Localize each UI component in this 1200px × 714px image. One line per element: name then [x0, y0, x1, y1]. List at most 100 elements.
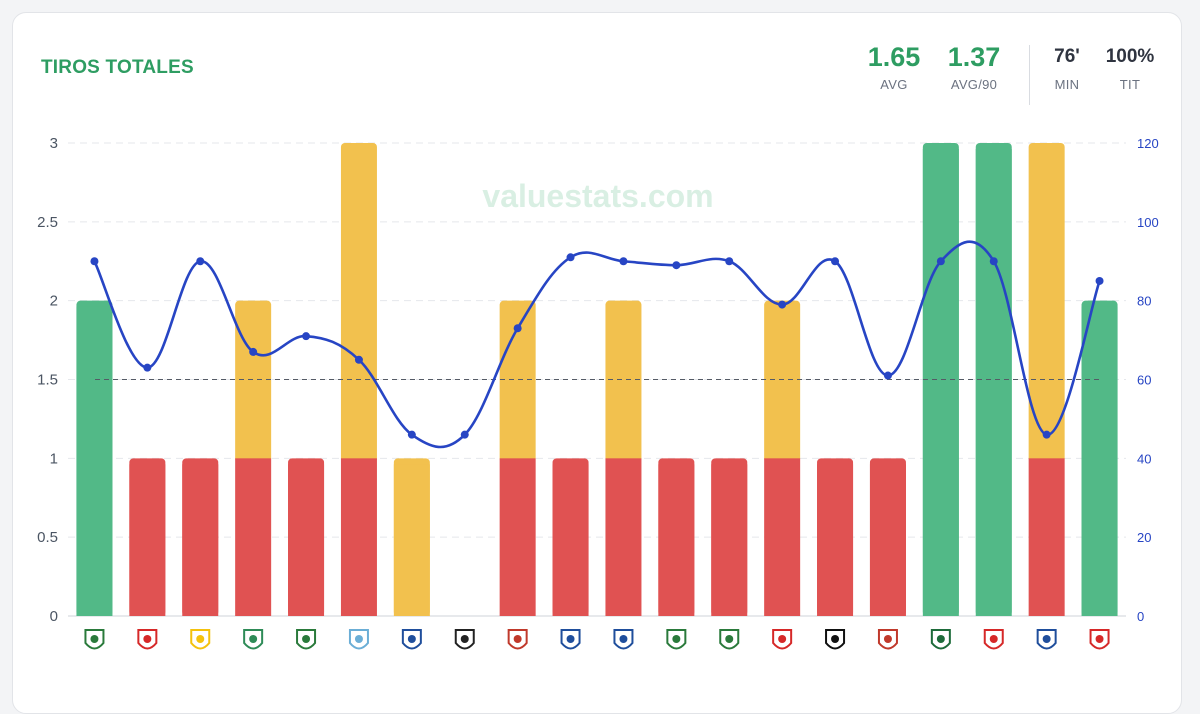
crest-mark: [249, 635, 258, 643]
y2-tick-label: 20: [1137, 530, 1151, 545]
y-tick-label: 1: [50, 450, 58, 467]
bar-segment-fill: [552, 464, 589, 616]
bar-segment-fill: [658, 464, 695, 616]
bar: [393, 458, 430, 616]
team-crest-icon: [772, 629, 793, 650]
stat-tit: 100% TIT: [1085, 41, 1175, 92]
line-point: [725, 257, 734, 266]
bar-segment-base: [1028, 458, 1065, 616]
line-point: [407, 430, 416, 439]
line-point: [302, 332, 311, 341]
y-tick-label: 0.5: [37, 529, 58, 546]
y2-tick-label: 100: [1137, 215, 1159, 230]
bar: [658, 458, 695, 616]
line-point: [883, 371, 892, 380]
y-tick-label: 0: [50, 608, 58, 625]
team-crest-icon: [613, 629, 634, 650]
bar: [922, 143, 959, 616]
bar-segment-base: [235, 458, 272, 616]
bar: [817, 458, 854, 616]
bar-segment-fill: [1081, 306, 1118, 616]
line-point: [249, 347, 258, 356]
bar-segment-fill: [393, 464, 430, 616]
line-point: [1095, 276, 1104, 285]
team-crest-icon: [1036, 629, 1057, 650]
stat-avg: 1.65 AVG: [849, 41, 939, 92]
stat-avg-label: AVG: [880, 77, 908, 92]
stat-avg90: 1.37 AVG/90: [929, 41, 1019, 92]
crest-mark: [566, 635, 575, 643]
team-crest-icon: [348, 629, 369, 650]
right-axis: 0 20 40 60 80 100 120: [1137, 136, 1159, 624]
team-crest-icon: [983, 629, 1004, 650]
bar-segment-top: [764, 300, 801, 463]
team-crest-icon: [401, 629, 422, 650]
line-point: [672, 261, 681, 270]
crest-mark: [196, 635, 205, 643]
bar: [288, 458, 325, 616]
bar-segment-fill: [711, 464, 748, 616]
bar: [182, 458, 219, 616]
bar: [605, 300, 642, 616]
y-tick-label: 3: [50, 135, 58, 152]
crest-mark: [407, 635, 416, 643]
line-point: [513, 324, 522, 333]
bar-segment-fill: [76, 306, 113, 616]
crest-mark: [989, 635, 998, 643]
bar: [1081, 300, 1118, 616]
bar: [552, 458, 589, 616]
crest-mark: [460, 635, 469, 643]
y-tick-label: 2.5: [37, 214, 58, 231]
y2-tick-label: 60: [1137, 373, 1151, 388]
line-point: [90, 257, 99, 266]
bar-segment-top: [340, 143, 377, 463]
bar-segment-fill: [869, 464, 906, 616]
stat-min-label: MIN: [1054, 77, 1080, 92]
stat-min: 76' MIN: [1022, 41, 1112, 92]
line-point: [354, 355, 363, 364]
crest-mark: [513, 635, 522, 643]
team-crest-icon: [930, 629, 951, 650]
bar: [340, 143, 377, 616]
bar: [129, 458, 166, 616]
left-axis: 0 0.5 1 1.5 2 2.5 3: [37, 135, 58, 625]
bar-segment-fill: [817, 464, 854, 616]
line-series: [90, 240, 1104, 449]
bar-line-chart: valuestats.com 0 0.5 1 1.5 2 2.5 3 0 20 40 60 80 10…: [37, 135, 1159, 650]
bar-segment-fill: [975, 149, 1012, 616]
y2-tick-label: 40: [1137, 451, 1151, 466]
bar: [869, 458, 906, 616]
team-crest-icon: [825, 629, 846, 650]
y-tick-label: 1.5: [37, 372, 58, 389]
line-path: [93, 240, 1101, 449]
crest-mark: [1042, 635, 1051, 643]
crest-mark: [883, 635, 892, 643]
team-crest-icon: [454, 629, 475, 650]
bar-segment-top: [605, 300, 642, 463]
bar-segment-base: [764, 458, 801, 616]
y-tick-label: 2: [50, 293, 58, 310]
crest-mark: [725, 635, 734, 643]
stats-panel: 1.65 AVG 1.37 AVG/90 76' MIN 100% TIT: [13, 41, 1181, 111]
line-point: [566, 253, 575, 262]
stat-avg90-label: AVG/90: [950, 77, 998, 92]
stats-divider: [1029, 45, 1030, 105]
watermark-text: valuestats.com: [482, 178, 713, 214]
line-point: [143, 363, 152, 372]
bar: [235, 300, 272, 616]
stat-min-value: 76': [1054, 46, 1080, 67]
bar-segment-base: [340, 458, 377, 616]
bar-segment-top: [499, 300, 536, 463]
y2-tick-label: 120: [1137, 136, 1159, 151]
bars: [76, 143, 1118, 616]
team-crest-icon: [137, 629, 158, 650]
bar-segment-top: [1028, 143, 1065, 463]
crest-mark: [143, 635, 152, 643]
y2-tick-label: 0: [1137, 609, 1144, 624]
line-point: [196, 257, 205, 266]
line-point: [989, 257, 998, 266]
bar-segment-fill: [288, 464, 325, 616]
y2-tick-label: 80: [1137, 294, 1151, 309]
crest-mark: [831, 635, 840, 643]
bar-segment-fill: [182, 464, 219, 616]
